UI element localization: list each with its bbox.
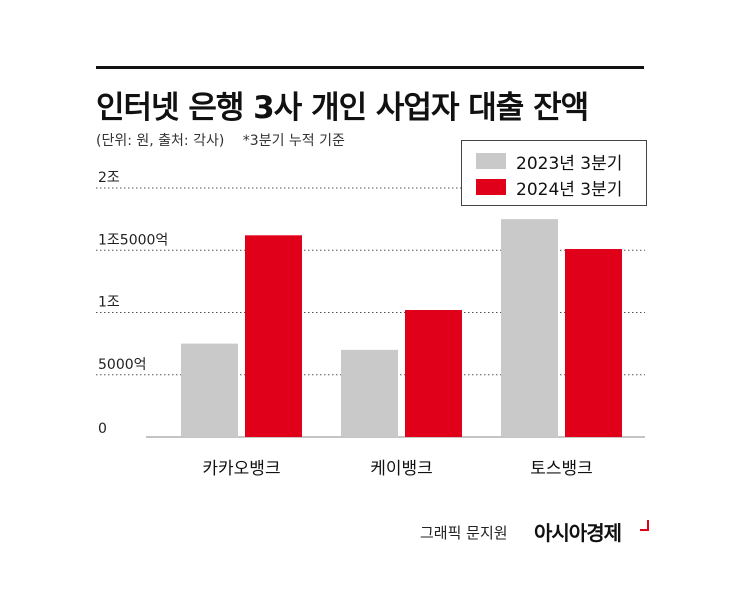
brand-mark-icon bbox=[640, 520, 649, 531]
bar-2024 bbox=[245, 235, 302, 437]
legend-swatch-2024 bbox=[476, 179, 506, 195]
bar-2023 bbox=[341, 349, 398, 437]
x-axis-categories: 카카오뱅크 케이뱅크 토스뱅크 bbox=[202, 459, 592, 479]
category-label: 토스뱅크 bbox=[530, 459, 593, 479]
top-rule bbox=[96, 66, 644, 69]
bar-2023 bbox=[181, 343, 238, 437]
legend-item-2024: 2024년 3분기 bbox=[476, 177, 623, 200]
legend-label-2024: 2024년 3분기 bbox=[516, 179, 623, 200]
unit-source-text: (단위: 원, 출처: 각사) bbox=[96, 133, 225, 149]
credit-footer: 그래픽 문지원 아시아경제 bbox=[0, 514, 745, 545]
legend-swatch-2023 bbox=[476, 153, 506, 169]
legend-label-2023: 2023년 3분기 bbox=[516, 153, 623, 174]
graphic-credit: 그래픽 문지원 bbox=[420, 524, 508, 542]
brand-logo: 아시아경제 bbox=[534, 521, 622, 545]
cumulative-note: *3분기 누적 기준 bbox=[242, 133, 345, 149]
bar-2023 bbox=[501, 219, 558, 437]
y-tick-label: 1조 bbox=[98, 295, 120, 311]
chart-title: 인터넷 은행 3사 개인 사업자 대출 잔액 bbox=[96, 90, 589, 126]
legend: 2023년 3분기 2024년 3분기 bbox=[461, 140, 647, 206]
bar-2024 bbox=[405, 310, 462, 437]
y-tick-label: 1조5000억 bbox=[98, 232, 168, 248]
y-tick-label: 5000억 bbox=[98, 357, 147, 373]
bars bbox=[181, 219, 622, 437]
y-axis-ticks: 0 5000억 1조 1조5000억 2조 bbox=[98, 170, 168, 437]
category-label: 케이뱅크 bbox=[370, 459, 433, 479]
y-tick-label: 0 bbox=[98, 421, 107, 437]
category-label: 카카오뱅크 bbox=[202, 459, 280, 479]
legend-item-2023: 2023년 3분기 bbox=[476, 151, 623, 174]
y-tick-label: 2조 bbox=[98, 170, 120, 186]
bar-2024 bbox=[565, 249, 622, 437]
chart-subtitle: (단위: 원, 출처: 각사) *3분기 누적 기준 bbox=[96, 130, 345, 150]
